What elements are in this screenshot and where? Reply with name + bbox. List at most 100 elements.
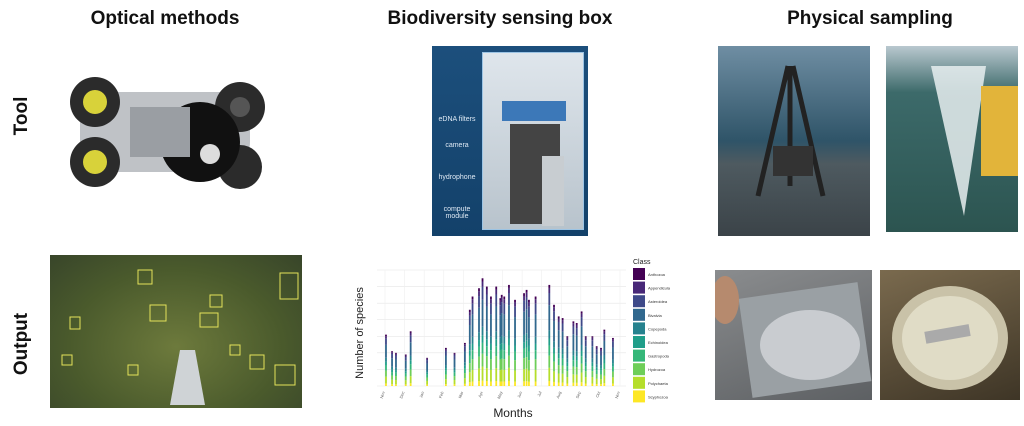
bar-segment-appendicularia	[548, 287, 551, 294]
bar-segment-gastropoda	[575, 360, 578, 368]
bar-segment-hydrozoa	[481, 353, 484, 367]
bar-segment-copepoda	[478, 332, 480, 341]
bar-segment-asteroidea	[495, 294, 498, 307]
bar-segment-anthozoa	[468, 309, 471, 313]
legend-label: Anthozoa	[648, 272, 666, 277]
bar-segment-anthozoa	[572, 321, 575, 324]
bar-segment-echinoidea	[575, 356, 578, 361]
bar-segment-asteroidea	[528, 306, 530, 318]
bar-segment-bivalvia	[404, 360, 407, 369]
bar-segment-gastropoda	[485, 346, 488, 357]
bar	[584, 336, 587, 386]
bar-segment-polychaeta	[426, 380, 429, 385]
bar-segment-echinoidea	[548, 338, 551, 346]
x-tick-label: Oct	[595, 390, 602, 398]
bar-segment-asteroidea	[566, 340, 569, 347]
bar-segment-asteroidea	[499, 305, 502, 316]
bar-segment-hydrozoa	[426, 377, 429, 381]
bar-segment-appendicularia	[553, 307, 555, 312]
bar-segment-echinoidea	[591, 362, 594, 367]
bar-segment-echinoidea	[453, 370, 456, 373]
bar-segment-copepoda	[426, 370, 429, 373]
bar-segment-appendicularia	[575, 324, 578, 329]
bar-segment-hydrozoa	[553, 361, 555, 372]
bar-segment-copepoda	[591, 358, 594, 363]
bar	[471, 296, 474, 386]
bar-segment-gastropoda	[514, 351, 516, 361]
bar-segment-anthozoa	[561, 318, 564, 321]
bar-segment-bivalvia	[584, 346, 587, 359]
bar-segment-copepoda	[481, 326, 484, 336]
bar-segment-hydrozoa	[500, 358, 503, 370]
bar	[525, 289, 528, 386]
bar-segment-anthozoa	[595, 346, 598, 348]
bar-segment-copepoda	[584, 358, 587, 363]
bar-segment-bivalvia	[572, 334, 575, 351]
bar-segment-hydrozoa	[464, 373, 466, 379]
bar-segment-bivalvia	[566, 346, 569, 359]
bar-segment-gastropoda	[495, 346, 498, 357]
bar-segment-polychaeta	[391, 379, 393, 385]
bar-segment-gastropoda	[584, 366, 587, 372]
bar-segment-gastropoda	[481, 342, 484, 354]
bar-segment-asteroidea	[445, 350, 447, 356]
bar-segment-appendicularia	[523, 295, 525, 301]
bar-segment-hydrozoa	[495, 356, 498, 369]
bar	[495, 286, 498, 386]
bar-segment-copepoda	[404, 368, 407, 372]
bar	[490, 296, 492, 386]
bar-segment-gastropoda	[453, 372, 456, 377]
bar-segment-appendicularia	[468, 312, 471, 316]
bar-segment-anthozoa	[523, 293, 525, 296]
bar-segment-anthozoa	[525, 289, 528, 293]
bar-segment-scyphozoa	[591, 383, 594, 386]
bar-segment-echinoidea	[523, 342, 525, 349]
bar-segment-anthozoa	[409, 331, 412, 333]
bar-segment-hydrozoa	[395, 376, 397, 381]
bar-segment-asteroidea	[404, 357, 407, 361]
bar-segment-copepoda	[561, 348, 564, 355]
bar-segment-echinoidea	[612, 363, 614, 367]
bar-segment-echinoidea	[404, 371, 407, 374]
bar-segment-echinoidea	[603, 359, 606, 364]
bar-segment-echinoidea	[572, 355, 575, 361]
bar-segment-scyphozoa	[514, 381, 516, 386]
bar-segment-scyphozoa	[395, 384, 397, 386]
bar-segment-copepoda	[566, 358, 569, 363]
bar-segment-echinoidea	[445, 368, 447, 371]
bar-segment-copepoda	[580, 344, 583, 351]
bar-segment-echinoidea	[508, 338, 510, 346]
bar-segment-copepoda	[391, 366, 393, 370]
x-tick-label: Jan	[418, 391, 425, 399]
bar-segment-scyphozoa	[561, 382, 564, 386]
legend-swatch	[633, 390, 645, 403]
bar-segment-bivalvia	[426, 363, 429, 371]
bar	[603, 329, 606, 386]
bar-segment-copepoda	[409, 355, 412, 361]
bar-segment-polychaeta	[490, 369, 492, 382]
bar-segment-scyphozoa	[553, 381, 555, 386]
bar-segment-bivalvia	[468, 325, 471, 345]
bar-segment-anthozoa	[548, 284, 551, 288]
bar-segment-anthozoa	[464, 342, 466, 345]
bar-segment-gastropoda	[503, 350, 506, 360]
bar-segment-anthozoa	[584, 336, 587, 338]
bar-segment-anthozoa	[566, 336, 569, 338]
species-chart: Nov Dec Jan Feb Mar Apr May Jun Jul Aug Sep Oct Nov …	[354, 259, 670, 420]
bar-segment-gastropoda	[426, 374, 429, 378]
bar-segment-bivalvia	[395, 359, 397, 368]
bar-segment-anthozoa	[395, 352, 397, 354]
bar	[580, 311, 583, 386]
bar-segment-asteroidea	[478, 296, 480, 308]
x-tick-label: Jul	[536, 391, 542, 398]
bar-segment-polychaeta	[385, 376, 387, 384]
legend-swatch	[633, 336, 645, 348]
x-axis-title: Months	[493, 406, 532, 420]
edna-label: eDNA filters	[438, 116, 476, 123]
bar-segment-copepoda	[499, 337, 502, 345]
x-tick-label: Dec	[398, 391, 405, 399]
legend-label: Asteroidea	[648, 299, 668, 304]
bar-segment-bivalvia	[500, 313, 503, 336]
bar-segment-gastropoda	[500, 349, 503, 359]
bar-segment-anthozoa	[553, 304, 555, 308]
